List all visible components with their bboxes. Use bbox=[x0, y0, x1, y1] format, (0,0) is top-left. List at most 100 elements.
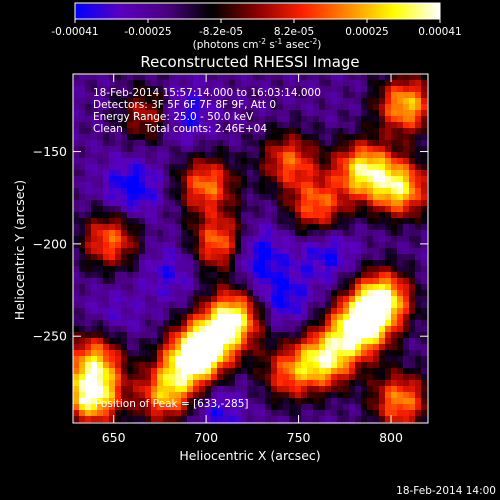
heatmap-cell bbox=[283, 224, 290, 231]
heatmap-cell bbox=[175, 224, 182, 231]
heatmap-cell bbox=[421, 134, 428, 141]
heatmap-cell bbox=[367, 146, 374, 153]
heatmap-cell bbox=[271, 362, 278, 369]
heatmap-cell bbox=[385, 80, 392, 87]
heatmap-cell bbox=[109, 314, 116, 321]
heatmap-cell bbox=[313, 212, 320, 219]
heatmap-cell bbox=[271, 206, 278, 213]
heatmap-cell bbox=[193, 302, 200, 309]
heatmap-cell bbox=[85, 146, 92, 153]
heatmap-cell bbox=[259, 404, 266, 411]
y-tick-label: −150 bbox=[33, 144, 67, 159]
heatmap-cell bbox=[229, 404, 236, 411]
heatmap-cell bbox=[199, 362, 206, 369]
heatmap-cell bbox=[265, 164, 272, 171]
heatmap-cell bbox=[205, 338, 212, 345]
heatmap-cell bbox=[193, 170, 200, 177]
heatmap-cell bbox=[133, 242, 140, 249]
heatmap-cell bbox=[85, 398, 92, 405]
heatmap-cell bbox=[403, 260, 410, 267]
heatmap-cell bbox=[415, 284, 422, 291]
heatmap-cell bbox=[415, 212, 422, 219]
heatmap-cell bbox=[103, 206, 110, 213]
heatmap-cell bbox=[283, 194, 290, 201]
heatmap-cell bbox=[217, 380, 224, 387]
heatmap-cell bbox=[373, 368, 380, 375]
heatmap-cell bbox=[97, 194, 104, 201]
heatmap-cell bbox=[139, 182, 146, 189]
heatmap-cell bbox=[391, 236, 398, 243]
heatmap-cell bbox=[103, 410, 110, 417]
heatmap-cell bbox=[367, 164, 374, 171]
heatmap-cell bbox=[289, 218, 296, 225]
colorbar-tick-label: -0.00025 bbox=[124, 26, 171, 38]
heatmap-cell bbox=[73, 170, 80, 177]
heatmap-cell bbox=[79, 194, 86, 201]
heatmap-cell bbox=[91, 212, 98, 219]
heatmap-cell bbox=[391, 326, 398, 333]
heatmap-cell bbox=[253, 302, 260, 309]
heatmap-cell bbox=[115, 242, 122, 249]
heatmap-cell bbox=[79, 206, 86, 213]
heatmap-cell bbox=[145, 362, 152, 369]
heatmap-cell bbox=[349, 104, 356, 111]
heatmap-cell bbox=[241, 308, 248, 315]
heatmap-cell bbox=[163, 314, 170, 321]
heatmap-cell bbox=[295, 302, 302, 309]
heatmap-cell bbox=[211, 350, 218, 357]
heatmap-cell bbox=[379, 296, 386, 303]
heatmap-cell bbox=[295, 206, 302, 213]
heatmap-cell bbox=[229, 242, 236, 249]
heatmap-cell bbox=[85, 350, 92, 357]
heatmap-cell bbox=[223, 338, 230, 345]
heatmap-cell bbox=[205, 278, 212, 285]
heatmap-cell bbox=[415, 296, 422, 303]
heatmap-cell bbox=[127, 170, 134, 177]
heatmap-cell bbox=[271, 272, 278, 279]
heatmap-cell bbox=[283, 386, 290, 393]
heatmap-cell bbox=[127, 134, 134, 141]
heatmap-cell bbox=[289, 290, 296, 297]
heatmap-cell bbox=[337, 404, 344, 411]
heatmap-cell bbox=[295, 176, 302, 183]
heatmap-cell bbox=[265, 200, 272, 207]
heatmap-cell bbox=[229, 236, 236, 243]
heatmap-cell bbox=[79, 410, 86, 417]
heatmap-cell bbox=[97, 344, 104, 351]
heatmap-cell bbox=[187, 416, 194, 423]
heatmap-cell bbox=[157, 350, 164, 357]
heatmap-cell bbox=[361, 416, 368, 423]
heatmap-cell bbox=[379, 386, 386, 393]
heatmap-cell bbox=[145, 332, 152, 339]
heatmap-cell bbox=[283, 326, 290, 333]
heatmap-cell bbox=[403, 164, 410, 171]
heatmap-cell bbox=[415, 290, 422, 297]
heatmap-cell bbox=[205, 122, 212, 129]
heatmap-cell bbox=[331, 380, 338, 387]
heatmap-cell bbox=[199, 170, 206, 177]
heatmap-cell bbox=[247, 104, 254, 111]
heatmap-cell bbox=[379, 278, 386, 285]
heatmap-cell bbox=[115, 254, 122, 261]
heatmap-cell bbox=[229, 134, 236, 141]
heatmap-cell bbox=[193, 386, 200, 393]
heatmap-cell bbox=[85, 326, 92, 333]
heatmap-cell bbox=[109, 284, 116, 291]
heatmap-cell bbox=[301, 92, 308, 99]
heatmap-cell bbox=[271, 242, 278, 249]
heatmap-cell bbox=[211, 110, 218, 117]
heatmap-cell bbox=[373, 350, 380, 357]
heatmap-cell bbox=[85, 266, 92, 273]
heatmap-cell bbox=[307, 230, 314, 237]
heatmap-cell bbox=[169, 410, 176, 417]
heatmap-cell bbox=[211, 290, 218, 297]
heatmap-cell bbox=[91, 374, 98, 381]
heatmap-cell bbox=[355, 230, 362, 237]
heatmap-cell bbox=[277, 218, 284, 225]
heatmap-cell bbox=[349, 164, 356, 171]
heatmap-cell bbox=[133, 98, 140, 105]
heatmap-cell bbox=[211, 416, 218, 423]
heatmap-cell bbox=[289, 416, 296, 423]
heatmap-cell bbox=[421, 194, 428, 201]
heatmap-cell bbox=[211, 374, 218, 381]
